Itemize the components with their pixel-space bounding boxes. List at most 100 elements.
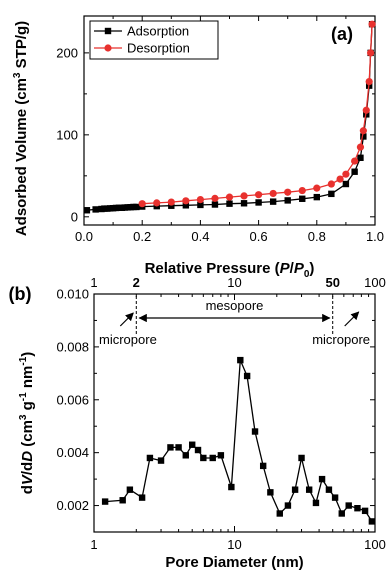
panel-b-top-tick-label: 2 [133,275,140,290]
panel-a-data-point [83,207,91,214]
panel-b-top-tick-label: 1 [90,275,97,290]
panel-a-data-point [196,195,204,204]
panel-a-x-tick-label: 1.0 [366,229,384,244]
panel-b-y-tick-label: 0.010 [56,287,89,302]
panel-a-data-point [313,184,321,192]
panel-a-x-tick-label: 0.2 [133,229,151,244]
panel-a-legend-label: Desorption [127,41,190,56]
panel-a-data-point [153,199,161,207]
panel-a-data-point [342,170,350,178]
panel-a-data-point [182,202,190,209]
panel-b-label: (b) [9,284,32,304]
panel-a-y-tick-label: 100 [56,127,78,142]
panel-a-legend-marker [104,44,112,52]
panel-a-x-axis-title-part: 0 [304,269,310,280]
panel-b-data-point [126,486,134,493]
micropore-left-label: micropore [99,332,157,347]
panel-b-data-point [119,497,126,504]
panel-b-top-tick-label: 10 [227,275,241,290]
panel-a-data-point [255,191,263,199]
panel-a-data-point [211,201,219,208]
panel-a-data-point [359,127,367,135]
panel-a-data-point [182,197,190,205]
panel-b-data-point [361,507,369,515]
panel-a-data-point [138,200,146,208]
panel-a-y-axis-title-part: STP/g) [13,21,30,73]
panel-b-y-axis-title-part: ) [19,352,36,357]
panel-a-x-axis-title-part: P [294,260,305,277]
panel-b-x-tick-label: 100 [364,537,386,552]
panel-b-y-axis-title-part: -1 [18,356,29,365]
panel-a-data-point [226,200,233,207]
panel-b-data-point [338,510,345,517]
panel-a-data-point [133,203,140,211]
panel-b-data-point [267,489,274,496]
panel-b-x-tick-label: 1 [90,537,97,552]
panel-a-data-point [284,188,292,196]
panel-b-x-tick-label: 10 [227,537,241,552]
panel-a-legend-label: Adsorption [127,24,189,39]
panel-a-data-point [255,199,262,206]
micropore-left-arrow [119,312,134,327]
panel-b-data-point [182,452,189,459]
panel-b-y-axis-title: dV/dD (cm3 g-1 nm-1) [18,352,36,495]
panel-b-data-point [189,441,196,448]
panel-a-y-axis-title-part: Adsorbed Volume (cm [13,78,30,236]
panel-a-x-tick-label: 0.4 [191,229,209,244]
panel-b-data-point [354,505,361,512]
panel-a-x-axis-title-part: / [290,260,295,277]
panel-b-y-tick-label: 0.008 [56,339,89,354]
panel-b-y-tick-label: 0.002 [56,498,89,513]
panel-a-x-tick-label: 0.6 [250,229,268,244]
mesopore-label: mesopore [206,298,264,313]
panel-a-data-point [197,201,204,209]
panel-b-y-axis-title-part: nm [19,366,36,393]
panel-b-data-point [312,499,320,507]
panel-a-data-point [342,180,350,188]
panel-b-y-axis-title-part: d [19,485,36,494]
panel-b-data-point [138,494,146,501]
panel-b-data-point [175,444,182,451]
panel-b-y-tick-label: 0.006 [56,392,89,407]
panel-b-data-point [331,494,339,501]
panel-a-y-axis-title: Adsorbed Volume (cm3 STP/g) [12,21,30,236]
panel-a-x-tick-label: 0.8 [308,229,326,244]
panel-b-data-point [305,486,313,493]
panel-a-data-point [269,198,277,205]
panel-a-legend-box [89,20,219,60]
panel-a-data-point [269,189,277,198]
panel-b-data-point [345,502,352,509]
panel-b-top-tick-label: 100 [364,275,386,290]
panel-b-data-point [284,502,292,509]
panel-b-y-axis-title-part: D [19,451,36,462]
panel-a-data-point [284,197,291,204]
panel-b-data-point [368,518,376,525]
panel-b-data-point [228,483,235,491]
panel-a-data-point [356,143,365,151]
panel-b-data-point [259,462,267,470]
panel-b-data-point [251,428,259,435]
panel-a-data-point [240,192,248,200]
panel-b-data-point [325,486,333,493]
panel-a-data-point [367,49,375,57]
panel-b-data-point [157,457,165,464]
panel-a-data-point [211,194,219,202]
micropore-right-label: micropore [312,332,370,347]
panel-a-x-axis-title-part: ) [309,260,314,277]
panel-b-data-point [298,454,305,462]
panel-a-data-point [351,168,358,175]
panel-b-data-point [237,356,244,364]
panel-a-data-point [167,198,175,206]
panel-a-data-point [328,190,335,198]
panel-a-label: (a) [331,24,353,44]
panel-a-data-point [298,186,306,195]
panel-a-data-point [299,195,306,202]
panel-a-data-point [240,200,248,207]
panel-a-data-point [92,206,99,213]
panel-a-data-point [357,154,364,161]
panel-b-y-axis-title-part: -1 [18,392,29,401]
panel-b-y-axis-title-part: 3 [18,414,29,420]
panel-b-data-point [217,452,225,459]
panel-b-y-axis-title-part: g [19,401,36,414]
